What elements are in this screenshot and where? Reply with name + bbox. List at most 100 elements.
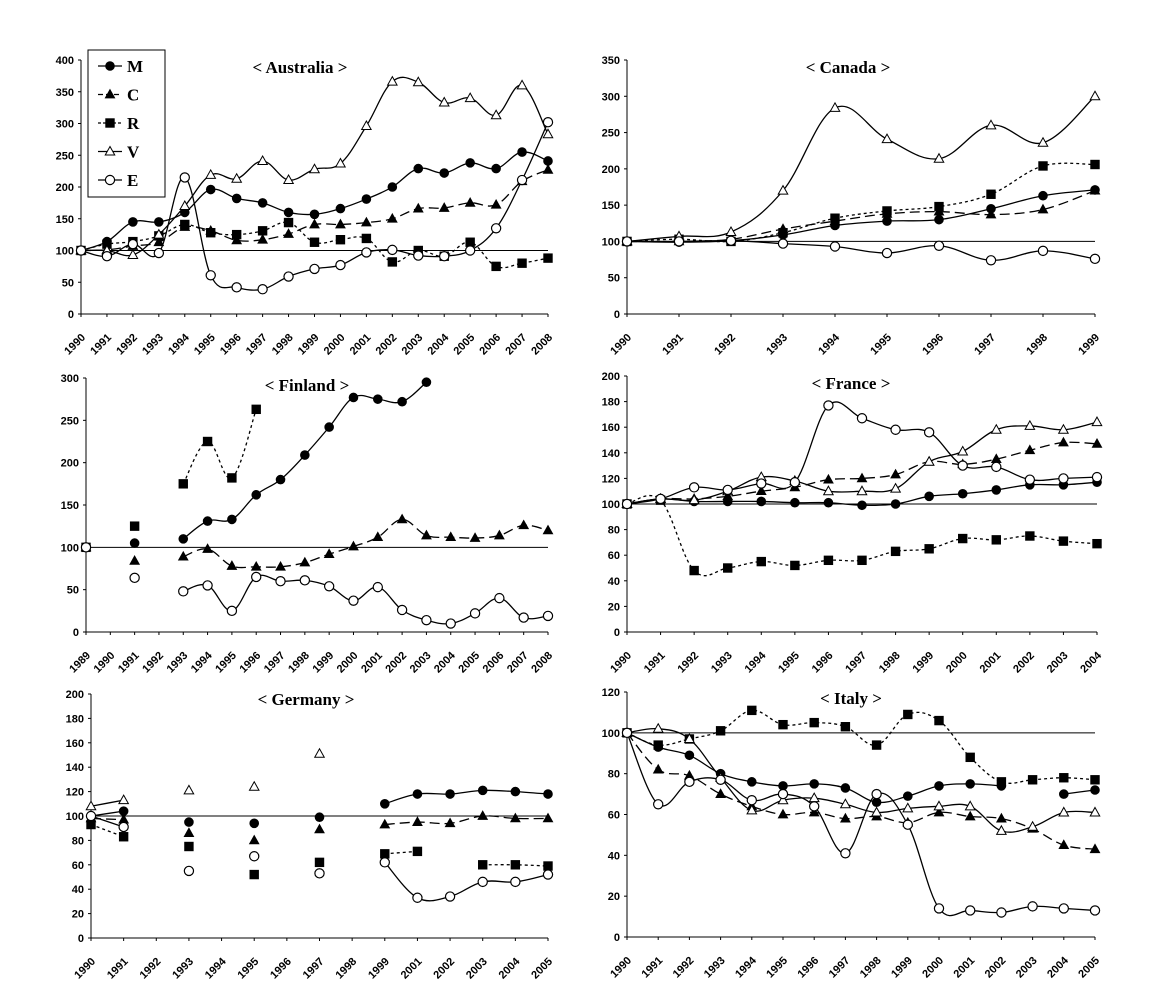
data-point-V [313, 747, 326, 758]
x-tick-label: 1994 [189, 649, 215, 675]
data-point-M [300, 450, 310, 460]
x-tick-label: 2002 [374, 332, 400, 358]
y-tick-label: 100 [61, 542, 79, 554]
y-tick-label: 80 [72, 835, 84, 847]
data-point-E [445, 618, 456, 629]
data-point-V [464, 92, 476, 103]
y-tick-label: 160 [66, 738, 84, 750]
data-point-M [421, 377, 432, 388]
chart-title: < Australia > [253, 58, 348, 77]
x-tick-label: 2000 [335, 650, 361, 676]
data-point-V [933, 152, 945, 163]
data-point-C [1037, 203, 1049, 214]
series-line-R [626, 709, 1096, 784]
y-tick-label: 0 [68, 309, 74, 321]
y-tick-label: 140 [66, 762, 84, 774]
data-point-R [387, 257, 398, 267]
y-tick-label: 100 [602, 236, 620, 248]
data-point-C [469, 532, 481, 542]
x-tick-label: 2008 [529, 650, 555, 676]
data-point-R [180, 219, 190, 230]
data-point-E [101, 251, 113, 262]
data-point-V [746, 804, 758, 815]
y-tick-label: 200 [66, 689, 84, 701]
x-tick-label: 2003 [464, 956, 490, 982]
data-point-R [986, 189, 996, 199]
data-point-E [856, 413, 868, 424]
data-point-V [127, 248, 139, 259]
y-tick-label: 120 [602, 687, 620, 699]
data-point-V [829, 101, 841, 112]
data-point-V [985, 119, 997, 130]
data-point-M [902, 791, 913, 801]
data-point-C [652, 763, 664, 774]
data-point-E [1058, 903, 1070, 914]
y-tick-label: 180 [602, 397, 620, 409]
data-point-M [543, 789, 553, 799]
x-tick-label: 1995 [868, 332, 894, 358]
data-point-M [809, 779, 819, 789]
data-point-C [183, 827, 195, 837]
data-point-R [934, 201, 944, 212]
data-point-C [477, 810, 489, 820]
data-point-M [413, 163, 424, 174]
data-point-C [856, 472, 868, 483]
data-point-C [360, 216, 372, 227]
data-point-C [445, 531, 457, 542]
data-point-M [517, 147, 527, 157]
data-point-V [1057, 423, 1070, 434]
data-point-M [934, 214, 944, 225]
x-tick-label: 1998 [286, 650, 312, 676]
data-point-E [439, 251, 450, 262]
data-point-V [231, 172, 243, 183]
data-point-E [444, 891, 456, 902]
x-tick-label: 1994 [733, 954, 759, 980]
data-point-M [965, 779, 975, 789]
data-point-E [379, 857, 390, 868]
data-point-M [257, 198, 268, 208]
data-point-M [543, 156, 553, 166]
data-point-R [249, 869, 259, 880]
y-tick-label: 0 [614, 309, 620, 321]
x-tick-label: 1999 [366, 956, 392, 982]
data-point-E [202, 580, 213, 591]
data-point-E [127, 238, 139, 250]
data-point-E [881, 247, 893, 259]
y-tick-label: 40 [72, 884, 84, 896]
data-point-R [206, 228, 216, 238]
data-point-E [413, 250, 424, 261]
x-tick-label: 1991 [88, 332, 114, 358]
data-point-E [518, 612, 529, 623]
x-tick-label: 2006 [477, 332, 503, 358]
data-point-C [386, 212, 398, 223]
data-point-M [379, 798, 390, 809]
data-point-E [323, 581, 335, 592]
x-tick-label: 1995 [192, 332, 218, 358]
x-tick-label: 1990 [608, 650, 634, 676]
data-point-E [621, 727, 633, 739]
data-point-E [231, 282, 242, 293]
data-point-M [283, 207, 294, 218]
data-point-C [823, 473, 834, 484]
data-point-C [755, 485, 767, 496]
y-tick-label: 0 [614, 932, 620, 944]
data-point-E [205, 270, 216, 281]
series-line-M [626, 732, 1002, 804]
x-tick-label: 1996 [810, 650, 836, 676]
data-point-M [275, 474, 286, 485]
x-tick-label: 1992 [675, 650, 701, 676]
data-point-R [653, 740, 663, 750]
data-point-V [248, 780, 260, 791]
data-point-C [490, 198, 502, 209]
x-tick-label: 1993 [709, 650, 735, 676]
data-point-E [178, 586, 189, 597]
data-point-E [516, 174, 528, 186]
data-point-C [542, 812, 554, 823]
data-point-E [933, 240, 945, 251]
y-tick-label: 200 [56, 182, 74, 194]
data-point-C [314, 823, 325, 834]
data-point-V [957, 445, 969, 456]
data-point-V [412, 76, 424, 87]
data-point-R [1027, 775, 1038, 785]
